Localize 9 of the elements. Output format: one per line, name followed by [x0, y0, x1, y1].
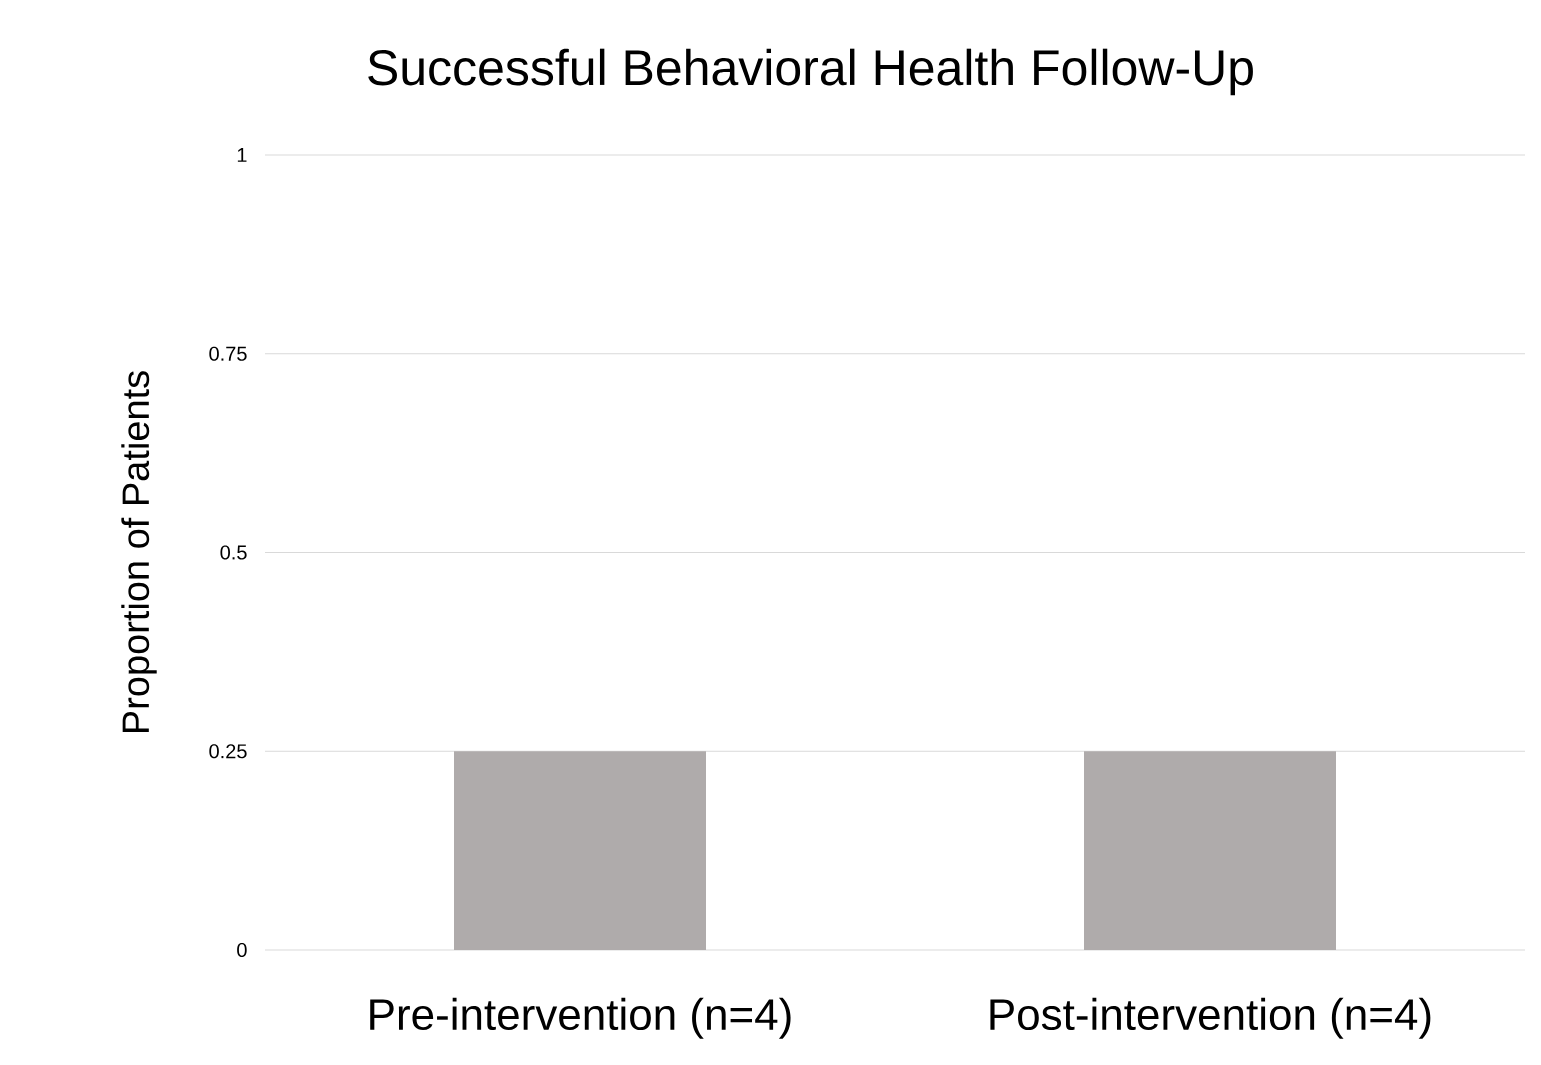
x-tick-label: Post-intervention (n=4)	[990, 997, 1431, 1039]
x-tick-label: Pre-intervention (n=4)	[370, 997, 791, 1039]
y-tick-label: 0	[237, 942, 247, 958]
chart-title: Successful Behavioral Health Follow-Up	[368, 48, 1253, 96]
y-tick-label: 0.75	[209, 346, 247, 361]
y-tick-label: 0.5	[220, 545, 247, 560]
y-tick-label: 1	[237, 148, 247, 162]
y-tick-label: 0.25	[209, 744, 247, 759]
y-axis-title: Proportion of Patients	[121, 371, 157, 733]
